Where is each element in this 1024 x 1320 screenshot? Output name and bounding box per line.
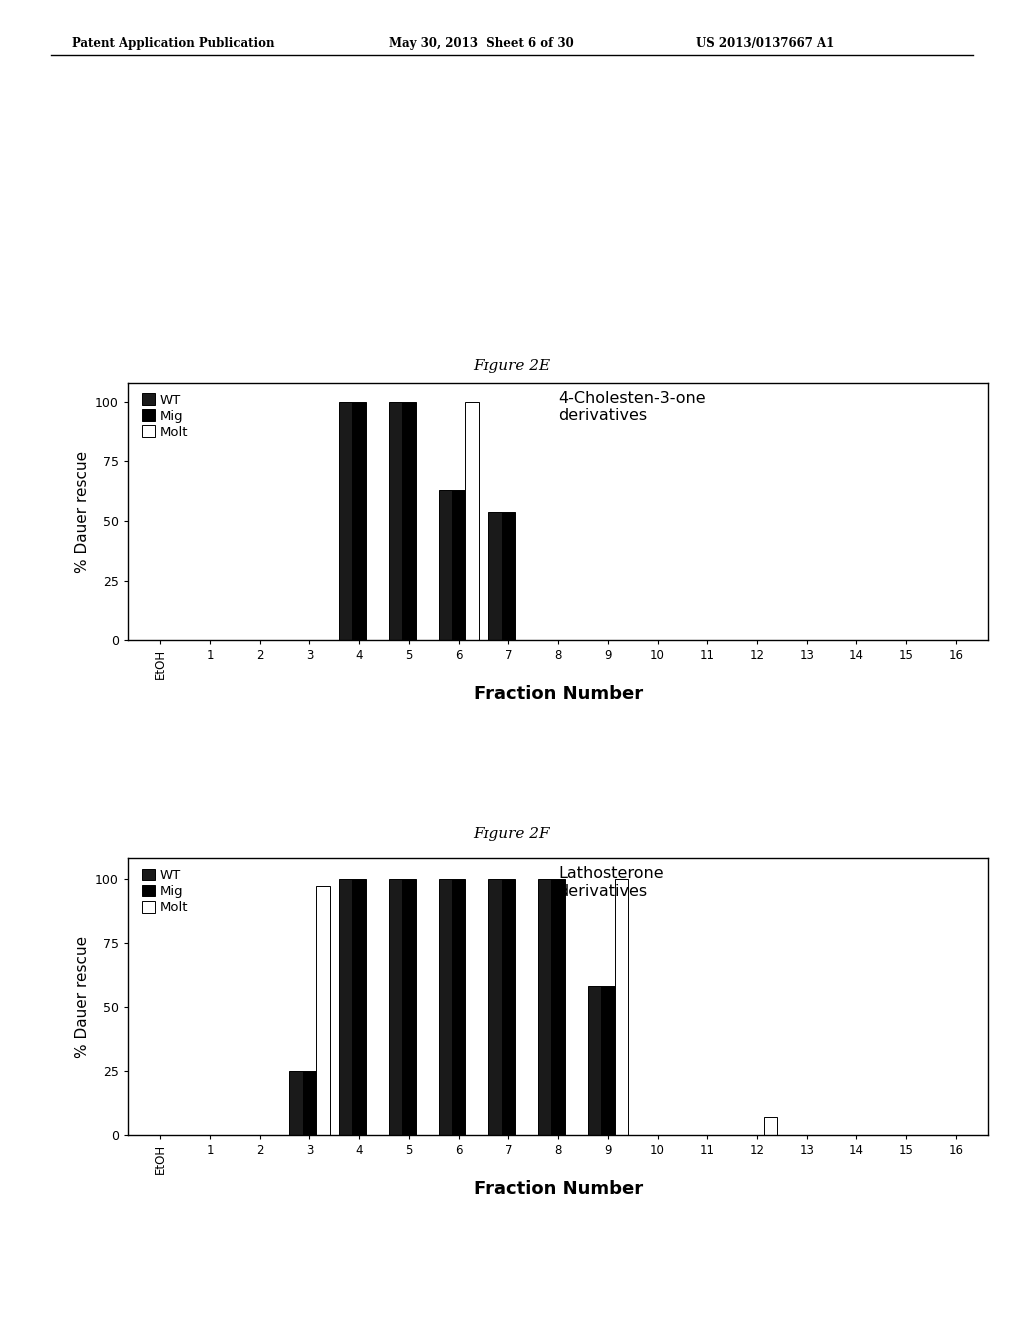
Bar xyxy=(438,879,452,1135)
Text: Patent Application Publication: Patent Application Publication xyxy=(72,37,274,50)
Bar xyxy=(303,1071,316,1135)
Bar xyxy=(389,401,402,640)
Bar xyxy=(452,490,465,640)
Text: US 2013/0137667 A1: US 2013/0137667 A1 xyxy=(696,37,835,50)
Bar xyxy=(502,879,515,1135)
Bar xyxy=(601,986,614,1135)
Bar xyxy=(352,879,366,1135)
Y-axis label: % Dauer rescue: % Dauer rescue xyxy=(75,450,89,573)
Legend: WT, Mig, Molt: WT, Mig, Molt xyxy=(139,866,191,917)
Bar xyxy=(551,879,565,1135)
Text: May 30, 2013  Sheet 6 of 30: May 30, 2013 Sheet 6 of 30 xyxy=(389,37,573,50)
Text: 4-Cholesten-3-one
derivatives: 4-Cholesten-3-one derivatives xyxy=(558,391,706,422)
Bar xyxy=(389,879,402,1135)
Bar xyxy=(764,1117,777,1135)
Bar xyxy=(488,879,502,1135)
Legend: WT, Mig, Molt: WT, Mig, Molt xyxy=(139,391,191,441)
Bar xyxy=(614,879,628,1135)
Bar xyxy=(588,986,601,1135)
Text: Fɪgure 2F: Fɪgure 2F xyxy=(474,828,550,841)
Bar xyxy=(465,401,479,640)
Bar xyxy=(316,886,330,1135)
Bar xyxy=(402,401,416,640)
Bar xyxy=(502,511,515,640)
Bar xyxy=(438,490,452,640)
X-axis label: Fraction Number: Fraction Number xyxy=(473,1180,643,1199)
Bar xyxy=(290,1071,303,1135)
Bar xyxy=(402,879,416,1135)
Bar xyxy=(339,879,352,1135)
Bar xyxy=(452,879,465,1135)
Y-axis label: % Dauer rescue: % Dauer rescue xyxy=(75,936,89,1057)
Bar xyxy=(339,401,352,640)
Bar xyxy=(488,511,502,640)
X-axis label: Fraction Number: Fraction Number xyxy=(473,685,643,704)
Text: Fɪgure 2E: Fɪgure 2E xyxy=(473,359,551,372)
Bar xyxy=(352,401,366,640)
Bar xyxy=(538,879,551,1135)
Text: Lathosterone
derivatives: Lathosterone derivatives xyxy=(558,866,664,899)
